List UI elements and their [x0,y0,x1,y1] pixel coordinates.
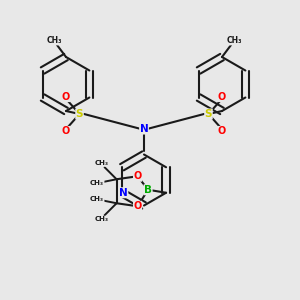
Text: O: O [134,201,142,211]
Text: CH₃: CH₃ [226,36,242,45]
Text: CH₃: CH₃ [90,196,104,202]
Text: O: O [62,126,70,136]
Text: CH₃: CH₃ [46,36,62,45]
Text: O: O [134,171,142,181]
Text: O: O [218,92,226,102]
Text: N: N [119,188,128,198]
Text: CH₃: CH₃ [94,216,109,222]
Text: CH₃: CH₃ [90,180,104,186]
Text: N: N [140,124,148,134]
Text: B: B [144,185,152,195]
Text: O: O [62,92,70,102]
Text: S: S [76,109,83,119]
Text: S: S [205,109,212,119]
Text: O: O [218,126,226,136]
Text: CH₃: CH₃ [94,160,109,166]
